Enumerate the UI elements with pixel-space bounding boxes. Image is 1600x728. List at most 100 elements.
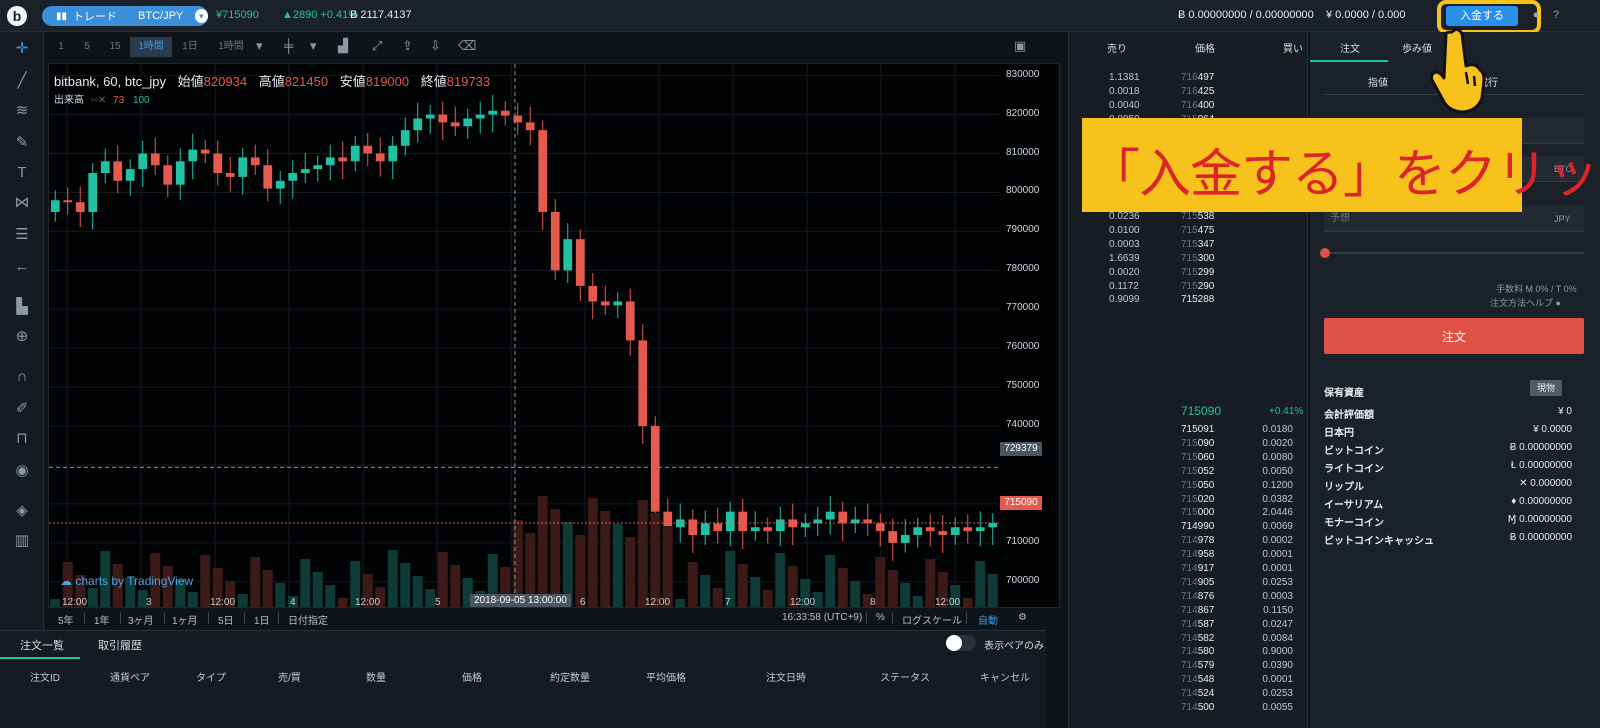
tf-5[interactable]: 5 [84,41,90,52]
clock-readout[interactable]: 16:33:58 (UTC+9) [782,612,863,623]
orders-panel: 注文一覧 取引履歴 表示ペアのみ 注文ID 通貨ペア タイプ 売/買 数量 価格… [0,630,1046,728]
candle-body [675,519,685,528]
trash-icon[interactable]: ▥ [14,532,30,549]
percent-toggle[interactable]: % [876,612,885,623]
bid-row[interactable]: 714587 0.0247 [1069,619,1309,633]
bid-row[interactable]: 714579 0.0390 [1069,660,1309,674]
high-value: 821450 [284,74,329,89]
pair-only-toggle[interactable] [946,635,976,651]
layers-icon[interactable]: ◈ [16,502,28,519]
range-5d[interactable]: 5日 [218,616,234,627]
fib-icon[interactable]: ≋ [15,102,29,119]
ask-row[interactable]: 0.0236 715538 [1069,211,1309,225]
bid-row[interactable]: 714958 0.0001 [1069,549,1309,563]
ask-row[interactable]: 0.0040 716400 [1069,100,1309,114]
eye-icon[interactable]: ◉ [15,462,29,479]
tf-1[interactable]: 1 [58,41,64,52]
tf-15[interactable]: 15 [109,41,121,52]
bid-row[interactable]: 714548 0.0001 [1069,674,1309,688]
download-icon[interactable]: ⇩ [430,38,441,53]
bid-row[interactable]: 714978 0.0002 [1069,535,1309,549]
trend-line-icon[interactable]: ╱ [17,72,27,89]
ask-row[interactable]: 0.0003 715347 [1069,239,1309,253]
candle-type-icon[interactable]: ╪ [284,38,294,53]
chevron-down-icon[interactable]: ▾ [310,38,317,53]
lock-drawing-icon[interactable]: ✐ [15,400,29,417]
ask-row[interactable]: 1.6639 715300 [1069,253,1309,267]
bid-row[interactable]: 715090 0.0020 [1069,438,1309,452]
settings-icon[interactable]: ⚙ [1018,612,1027,623]
tf-1h[interactable]: 1時間 [130,37,172,57]
magnet-icon[interactable]: ∩ [16,368,28,385]
bid-row[interactable]: 714990 0.0069 [1069,521,1309,535]
deposit-button[interactable]: 入金する [1446,6,1518,26]
brush-icon[interactable]: ✎ [15,134,29,151]
bid-row[interactable]: 714582 0.0084 [1069,633,1309,647]
bid-row[interactable]: 714905 0.0253 [1069,577,1309,591]
range-3m[interactable]: 3ヶ月 [128,616,154,627]
spot-badge[interactable]: 現物 [1530,380,1562,396]
range-custom[interactable]: 日付指定 [288,616,328,627]
tab-order[interactable]: 注文 [1340,44,1360,55]
price-chart[interactable] [48,63,1060,608]
subtab-market[interactable]: 成行 [1478,78,1498,89]
range-1d[interactable]: 1日 [254,616,270,627]
ask-row[interactable]: 1.1381 716497 [1069,72,1309,86]
eraser-icon[interactable]: ⌫ [458,38,477,53]
range-1y[interactable]: 1年 [94,616,110,627]
pattern-icon[interactable]: ⋈ [14,194,30,211]
bitbank-logo[interactable]: b [7,6,27,26]
bid-row[interactable]: 715050 0.1200 [1069,480,1309,494]
ask-row[interactable]: 0.0100 715475 [1069,225,1309,239]
bid-row[interactable]: 715000 2.0446 [1069,507,1309,521]
bid-row[interactable]: 714876 0.0003 [1069,591,1309,605]
tf-1d[interactable]: 1日 [182,41,198,52]
ask-row[interactable]: 0.0020 715299 [1069,267,1309,281]
zoom-icon[interactable]: ⊕ [15,328,29,345]
bid-row[interactable]: 714917 0.0001 [1069,563,1309,577]
back-arrow-icon[interactable]: ← [14,258,30,275]
tab-trades[interactable]: 歩み値 [1402,44,1432,55]
auto-scale-toggle[interactable]: 自動 [978,616,998,627]
range-5y[interactable]: 5年 [58,616,74,627]
range-1m[interactable]: 1ヶ月 [172,616,198,627]
candle-body [63,200,73,203]
tab-open-orders[interactable]: 注文一覧 [20,640,64,652]
camera-icon[interactable]: ▣ [1014,38,1027,53]
candle-body [613,301,623,306]
user-icon[interactable]: ● [1532,9,1540,21]
measure-icon[interactable]: ☰ [15,226,29,243]
tab-trade-history[interactable]: 取引履歴 [98,640,142,652]
chevron-down-icon[interactable]: ▾ [194,9,208,23]
bid-row[interactable]: 715060 0.0080 [1069,452,1309,466]
bid-row[interactable]: 715091 0.0180 [1069,424,1309,438]
bid-row[interactable]: 714500 0.0055 [1069,702,1309,716]
chevron-down-icon[interactable]: ▾ [256,38,263,53]
order-submit-button[interactable]: 注文 [1324,318,1584,354]
tradingview-badge[interactable]: ☁ charts by TradingView [60,574,194,588]
subtab-limit[interactable]: 指値 [1368,78,1388,89]
help-icon[interactable]: ? [1552,9,1560,21]
bid-row[interactable]: 714524 0.0253 [1069,688,1309,702]
order-help-link[interactable]: 注文方法ヘルプ ● [1490,298,1561,308]
ask-row[interactable]: 0.9099 715288 [1069,294,1309,308]
unlock-icon[interactable]: ⊓ [16,430,28,447]
amount-slider[interactable] [1324,252,1584,254]
fullscreen-icon[interactable]: ⤢ [372,38,383,53]
ruler-icon[interactable]: ▙ [16,298,28,315]
ask-row[interactable]: 0.0018 716425 [1069,86,1309,100]
candle-body [538,130,548,212]
log-scale-toggle[interactable]: ログスケール [902,616,962,627]
bid-row[interactable]: 714867 0.1150 [1069,605,1309,619]
bid-row[interactable]: 714580 0.9000 [1069,646,1309,660]
text-icon[interactable]: T [17,164,27,181]
slider-handle[interactable] [1320,248,1330,258]
ask-row[interactable]: 0.1172 715290 [1069,281,1309,295]
tf-dropdown[interactable]: 1時間 [218,41,244,52]
bid-row[interactable]: 715052 0.0050 [1069,466,1309,480]
pair-selector[interactable]: ▮▮ トレード BTC/JPY ▾ [42,6,208,26]
bid-row[interactable]: 715020 0.0382 [1069,494,1309,508]
indicators-icon[interactable]: ▟ [338,38,348,53]
upload-icon[interactable]: ⇪ [402,38,413,53]
crosshair-icon[interactable]: ✛ [15,40,29,57]
